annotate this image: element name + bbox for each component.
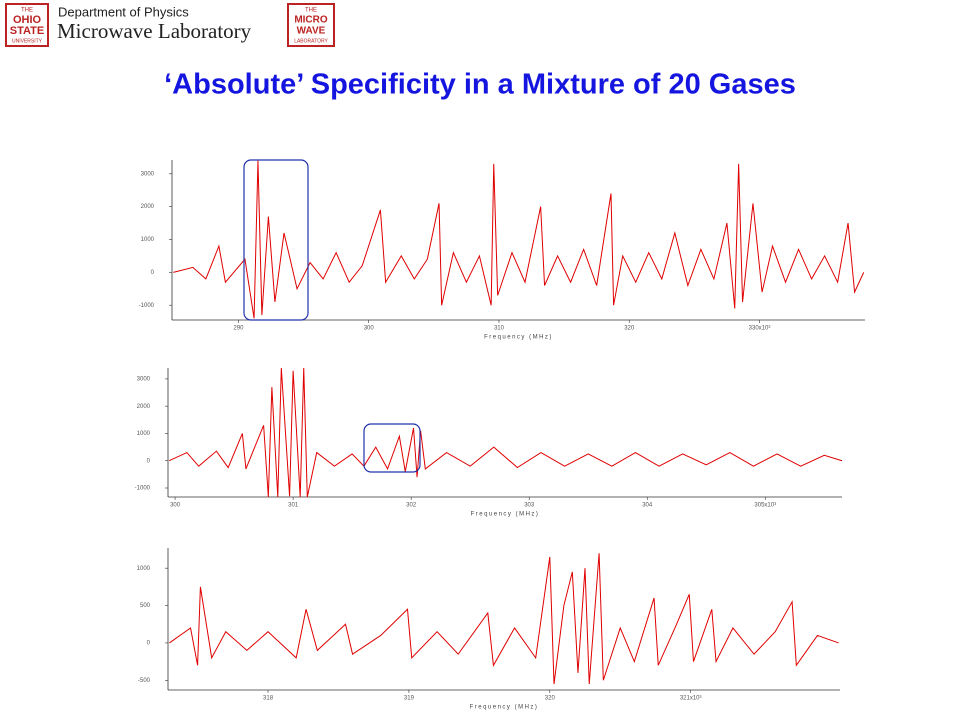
y-tick-label: 500: [140, 603, 151, 609]
y-tick-label: 3000: [141, 171, 155, 177]
right-logo: [287, 3, 335, 47]
slide-title: ‘Absolute’ Specificity in a Mixture of 2…: [164, 69, 796, 101]
y-tick-label: 1000: [137, 566, 151, 572]
logo-text: THE: [305, 8, 317, 14]
logo-text: STATE: [10, 25, 44, 37]
y-tick-label: 2000: [137, 404, 151, 410]
x-tick-label: 300: [364, 326, 375, 332]
x-tick-label: 302: [406, 503, 417, 509]
y-tick-label: 0: [151, 270, 155, 276]
y-tick-label: 0: [147, 640, 151, 646]
y-tick-label: 2000: [141, 204, 155, 210]
lab-name: Microwave Laboratory: [57, 19, 252, 43]
spectrum-line: [169, 553, 839, 685]
x-tick-label: 330x10³: [749, 326, 771, 332]
x-tick-label: 320: [545, 696, 556, 702]
spectrum-line: [173, 160, 865, 319]
spectrum-line: [168, 367, 843, 498]
y-tick-label: -1000: [139, 303, 155, 309]
x-tick-label: 303: [524, 503, 535, 509]
x-tick-label: 310: [494, 326, 505, 332]
y-tick-label: 1000: [141, 237, 155, 243]
x-tick-label: 300: [170, 503, 181, 509]
logo-text: WAVE: [297, 26, 326, 37]
x-tick-label: 318: [263, 696, 274, 702]
x-tick-label: 305x10³: [754, 503, 776, 509]
y-tick-label: -500: [138, 678, 151, 684]
x-tick-label: 304: [642, 503, 653, 509]
logo-text: UNIVERSITY: [12, 38, 43, 44]
x-axis-title: Frequency (MHz): [484, 335, 553, 341]
highlight-box: [363, 423, 421, 473]
logo-text: OHIO: [13, 14, 42, 26]
x-tick-label: 320: [624, 326, 635, 332]
highlight-box: [243, 159, 309, 321]
y-tick-label: 3000: [137, 376, 151, 382]
x-axis-title: Frequency (MHz): [471, 512, 540, 518]
x-tick-label: 319: [404, 696, 415, 702]
left-logo: [5, 3, 49, 47]
x-axis-title: Frequency (MHz): [470, 705, 539, 711]
logo-text: MICRO: [294, 15, 328, 26]
y-tick-label: -1000: [135, 486, 151, 492]
logo-text: LABORATORY: [294, 38, 328, 44]
x-tick-label: 290: [233, 326, 244, 332]
logo-text: THE: [21, 8, 33, 14]
x-tick-label: 321x10³: [680, 696, 702, 702]
y-tick-label: 0: [147, 458, 151, 464]
x-tick-label: 301: [288, 503, 299, 509]
y-tick-label: 1000: [137, 431, 151, 437]
department: Department of Physics: [58, 4, 189, 19]
